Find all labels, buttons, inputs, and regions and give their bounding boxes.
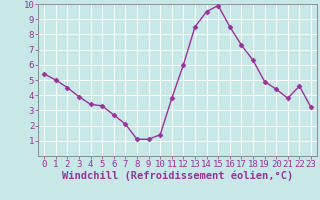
X-axis label: Windchill (Refroidissement éolien,°C): Windchill (Refroidissement éolien,°C) (62, 171, 293, 181)
